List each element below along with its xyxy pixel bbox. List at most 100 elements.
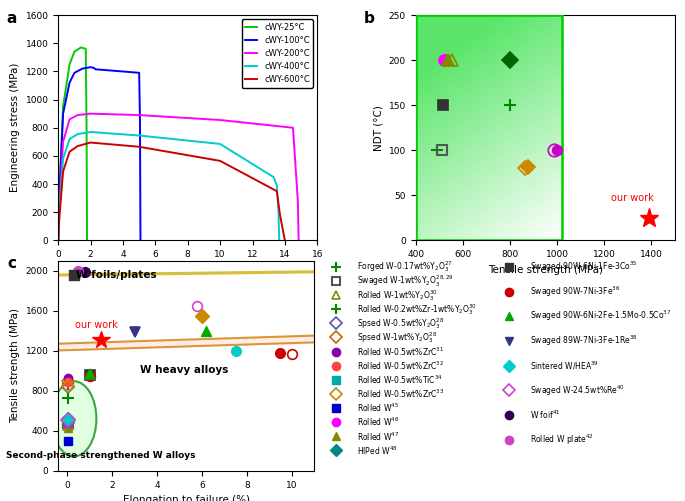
Text: Rolled W-1wt%Y$_2$O$_3^{30}$: Rolled W-1wt%Y$_2$O$_3^{30}$	[357, 288, 438, 303]
Text: Rolled W-0.5wt%ZrC$^{33}$: Rolled W-0.5wt%ZrC$^{33}$	[357, 388, 444, 400]
cWY-400°C	[73, 131, 82, 137]
cWY-400°C	[66, 136, 74, 142]
cWY-400°C	[275, 237, 284, 243]
cWY-400°C	[54, 237, 62, 243]
Text: Rolled W-0.2wt%Zr-1wt%Y$_2$O$_3^{30}$: Rolled W-0.2wt%Zr-1wt%Y$_2$O$_3^{30}$	[357, 302, 477, 317]
cWY-25°C	[82, 46, 90, 52]
Y-axis label: Engineering stress (MPa): Engineering stress (MPa)	[10, 63, 20, 192]
Text: W heavy alloys: W heavy alloys	[140, 365, 228, 375]
Text: a: a	[6, 11, 17, 26]
Text: b: b	[364, 11, 375, 26]
cWY-600°C	[73, 143, 82, 149]
Text: Swaged 89W-7Ni-3Fe-1Re$^{38}$: Swaged 89W-7Ni-3Fe-1Re$^{38}$	[530, 334, 638, 348]
cWY-400°C	[273, 182, 281, 188]
cWY-200°C	[295, 237, 303, 243]
cWY-600°C	[54, 237, 62, 243]
Line: cWY-600°C: cWY-600°C	[58, 143, 285, 240]
cWY-200°C	[86, 111, 95, 117]
cWY-100°C	[78, 66, 86, 72]
cWY-100°C	[135, 70, 143, 76]
Text: Rolled W-0.5wt%TiC$^{34}$: Rolled W-0.5wt%TiC$^{34}$	[357, 374, 443, 386]
cWY-200°C	[216, 117, 224, 123]
Text: our work: our work	[75, 320, 118, 330]
cWY-100°C	[55, 202, 63, 208]
Text: Rolled W-0.5wt%ZrC$^{32}$: Rolled W-0.5wt%ZrC$^{32}$	[357, 360, 444, 372]
cWY-25°C	[77, 45, 85, 51]
Y-axis label: NDT (°C): NDT (°C)	[373, 105, 383, 151]
cWY-200°C	[294, 198, 302, 204]
cWY-100°C	[59, 111, 67, 117]
Text: Rolled W$^{47}$: Rolled W$^{47}$	[357, 430, 399, 442]
Ellipse shape	[0, 303, 685, 382]
cWY-600°C	[273, 188, 281, 194]
Line: cWY-25°C: cWY-25°C	[58, 48, 87, 240]
cWY-25°C	[54, 237, 62, 243]
cWY-100°C	[71, 70, 79, 76]
cWY-100°C	[136, 237, 145, 243]
cWY-100°C	[86, 64, 95, 70]
cWY-600°C	[59, 168, 67, 174]
Legend: cWY-25°C, cWY-100°C, cWY-200°C, cWY-400°C, cWY-600°C: cWY-25°C, cWY-100°C, cWY-200°C, cWY-400°…	[242, 19, 313, 88]
Text: Swaged W-24.5wt%Re$^{40}$: Swaged W-24.5wt%Re$^{40}$	[530, 383, 625, 398]
Text: Rolled W$^{45}$: Rolled W$^{45}$	[357, 402, 399, 414]
cWY-25°C	[82, 125, 90, 131]
Text: our work: our work	[611, 193, 653, 203]
cWY-600°C	[281, 237, 289, 243]
cWY-100°C	[91, 66, 99, 72]
Text: W foif$^{41}$: W foif$^{41}$	[530, 409, 560, 421]
cWY-400°C	[274, 206, 282, 212]
cWY-25°C	[55, 195, 63, 201]
Text: Second-phase strengthened W alloys: Second-phase strengthened W alloys	[6, 451, 196, 460]
Text: Spsed W-1wt%Y$_2$O$_3^{28}$: Spsed W-1wt%Y$_2$O$_3^{28}$	[357, 330, 437, 345]
cWY-100°C	[90, 65, 98, 71]
Ellipse shape	[51, 381, 97, 456]
Text: Spsed W-0.5wt%Y$_2$O$_3^{28}$: Spsed W-0.5wt%Y$_2$O$_3^{28}$	[357, 316, 445, 331]
Text: Rolled W$^{46}$: Rolled W$^{46}$	[357, 416, 399, 428]
cWY-600°C	[135, 144, 143, 150]
cWY-200°C	[135, 112, 143, 118]
cWY-200°C	[289, 125, 297, 131]
cWY-400°C	[59, 156, 67, 162]
cWY-400°C	[269, 174, 277, 180]
cWY-200°C	[55, 209, 63, 215]
X-axis label: Elongation to failure (%): Elongation to failure (%)	[123, 495, 250, 501]
cWY-100°C	[54, 237, 62, 243]
X-axis label: Engineering strain (%): Engineering strain (%)	[129, 265, 247, 275]
Ellipse shape	[0, 252, 685, 297]
cWY-400°C	[135, 132, 143, 138]
Text: Swaged 90W-6Ni-2Fe-1.5Mo-0.5Co$^{37}$: Swaged 90W-6Ni-2Fe-1.5Mo-0.5Co$^{37}$	[530, 309, 671, 324]
cWY-400°C	[216, 141, 224, 147]
Text: Sintered W/HEA$^{39}$: Sintered W/HEA$^{39}$	[530, 360, 599, 372]
cWY-200°C	[54, 237, 62, 243]
Text: Rolled W plate$^{42}$: Rolled W plate$^{42}$	[530, 433, 593, 447]
cWY-600°C	[276, 212, 284, 218]
X-axis label: Tensile strength (MPa): Tensile strength (MPa)	[488, 265, 603, 275]
cWY-200°C	[59, 139, 67, 145]
cWY-25°C	[66, 61, 74, 67]
Text: Forged W-0.17wt%Y$_2$O$_3^{27}$: Forged W-0.17wt%Y$_2$O$_3^{27}$	[357, 260, 452, 274]
Text: Swaged 90W-6Ni-1Fe-3Co$^{35}$: Swaged 90W-6Ni-1Fe-3Co$^{35}$	[530, 260, 638, 274]
Line: cWY-200°C: cWY-200°C	[58, 114, 299, 240]
Line: cWY-400°C: cWY-400°C	[58, 132, 279, 240]
Text: Swaged 90W-7Ni-3Fe$^{36}$: Swaged 90W-7Ni-3Fe$^{36}$	[530, 285, 620, 299]
cWY-100°C	[66, 80, 74, 86]
cWY-200°C	[66, 116, 74, 122]
Line: cWY-100°C: cWY-100°C	[58, 67, 140, 240]
Text: HIPed W$^{48}$: HIPed W$^{48}$	[357, 444, 397, 457]
Text: Swaged W-1wt%Y$_2$O$_3^{28, 29}$: Swaged W-1wt%Y$_2$O$_3^{28, 29}$	[357, 273, 453, 289]
Y-axis label: Tensile strength (MPa): Tensile strength (MPa)	[10, 308, 20, 423]
cWY-25°C	[71, 49, 79, 55]
cWY-25°C	[83, 237, 91, 243]
cWY-600°C	[216, 158, 224, 164]
cWY-100°C	[136, 119, 144, 125]
cWY-600°C	[55, 219, 63, 225]
cWY-400°C	[86, 129, 95, 135]
cWY-25°C	[59, 104, 67, 110]
Text: Rolled W-0.5wt%ZrC$^{31}$: Rolled W-0.5wt%ZrC$^{31}$	[357, 345, 444, 358]
Text: c: c	[7, 257, 16, 272]
cWY-600°C	[86, 140, 95, 146]
cWY-200°C	[73, 112, 82, 118]
Bar	[416, 15, 562, 240]
cWY-400°C	[55, 212, 63, 218]
Text: W foils/plates: W foils/plates	[76, 270, 157, 280]
